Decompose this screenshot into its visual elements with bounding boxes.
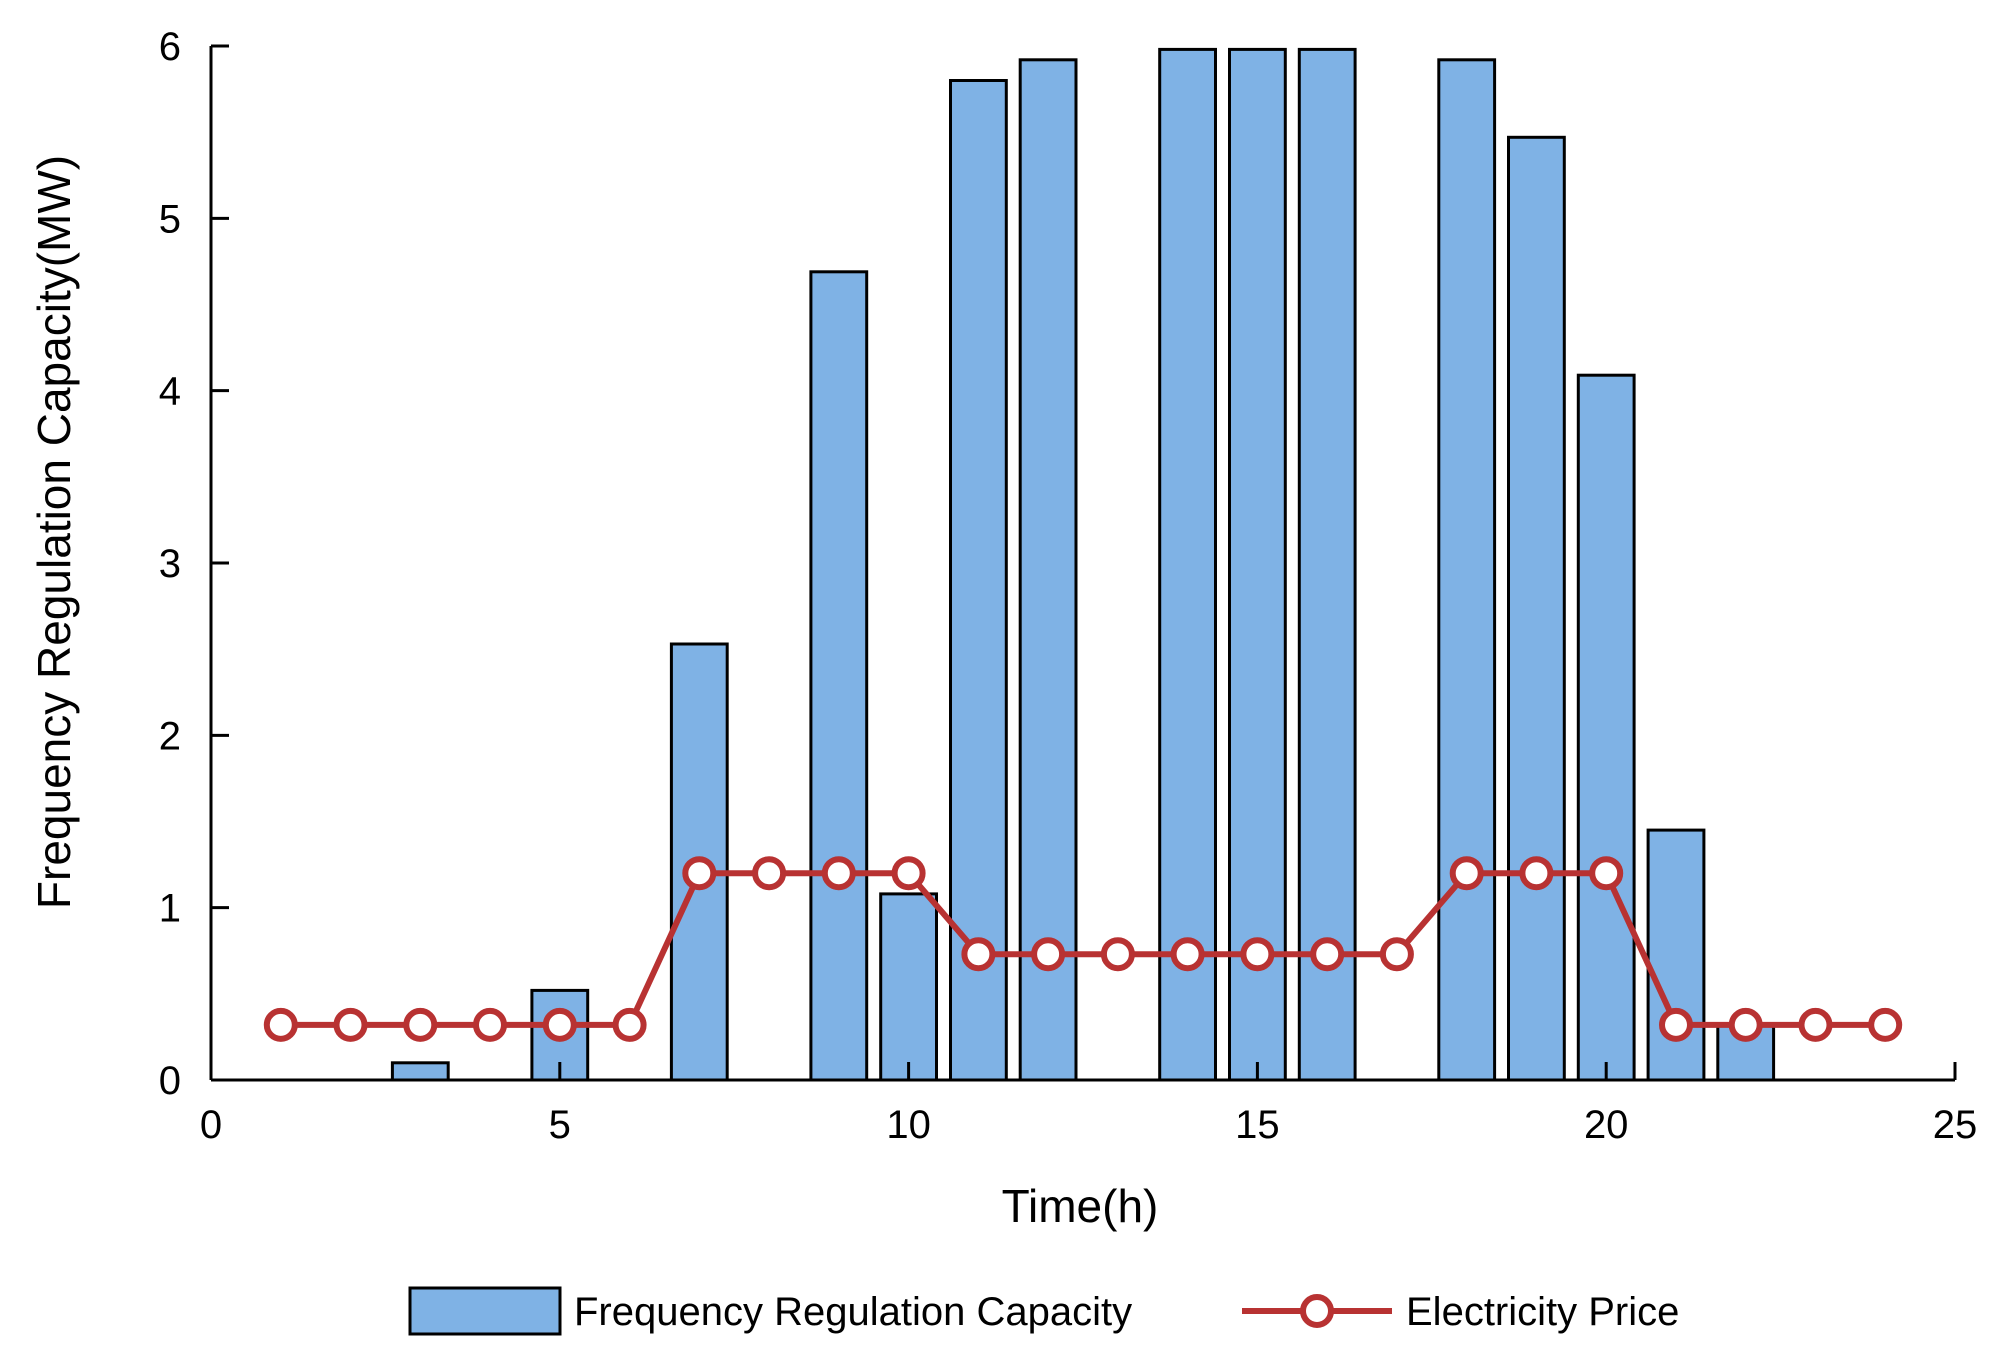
x-tick-label-20: 20	[1584, 1103, 1629, 1147]
price-point-t2	[333, 1007, 368, 1042]
price-point-t17	[1379, 937, 1414, 972]
legend-bar-swatch	[408, 1286, 562, 1336]
price-point-t19	[1519, 856, 1554, 891]
legend-label-capacity: Frequency Regulation Capacity	[574, 1290, 1132, 1334]
y-tick-label-2: 2	[159, 714, 181, 758]
legend: Frequency Regulation Capacity Electricit…	[408, 1286, 1679, 1336]
x-tick-label-0: 0	[200, 1103, 222, 1147]
price-point-t24	[1868, 1007, 1903, 1042]
x-tick-label-5: 5	[549, 1103, 571, 1147]
y-tick-label-0: 0	[159, 1059, 181, 1103]
tick-labels: 0 5 10 15 20 25 0 1 2 3 4 5 6	[159, 25, 1978, 1147]
price-point-t12	[1031, 937, 1066, 972]
bar-t21	[1646, 828, 1706, 1082]
y-tick-label-1: 1	[159, 887, 181, 931]
axes	[209, 44, 1957, 1082]
legend-line-marker	[1300, 1294, 1334, 1328]
price-point-t6	[612, 1007, 647, 1042]
price-point-t13	[1100, 937, 1135, 972]
price-point-t3	[403, 1007, 438, 1042]
bar-t19	[1507, 135, 1566, 1082]
price-point-t15	[1240, 937, 1275, 972]
price-point-t9	[821, 856, 856, 891]
price-point-t10	[891, 856, 926, 891]
x-axis-title: Time(h)	[1002, 1180, 1159, 1232]
y-tick-label-4: 4	[159, 370, 181, 414]
price-point-t21	[1659, 1007, 1693, 1042]
bar-t18	[1437, 58, 1497, 1082]
price-point-t5	[542, 1007, 577, 1042]
x-tick-label-10: 10	[886, 1103, 931, 1147]
y-tick-label-5: 5	[159, 197, 181, 241]
line-series	[263, 856, 1903, 1042]
x-tick-label-25: 25	[1933, 1103, 1978, 1147]
bar-t16	[1297, 47, 1357, 1082]
price-point-t11	[961, 937, 996, 972]
price-point-t14	[1170, 937, 1205, 972]
y-tick-label-3: 3	[159, 542, 181, 586]
price-line	[280, 870, 1886, 1028]
bar-t14	[1158, 47, 1217, 1082]
bar-t12	[1018, 58, 1078, 1082]
price-point-t7	[682, 856, 717, 891]
price-point-t4	[473, 1007, 507, 1042]
bar-t3	[390, 1061, 450, 1082]
price-point-t23	[1798, 1007, 1833, 1042]
price-point-t18	[1449, 856, 1484, 891]
bar-t15	[1228, 47, 1287, 1082]
y-axis-title: Frequency Regulation Capacity(MW)	[28, 155, 80, 909]
bar-t20	[1576, 373, 1636, 1082]
bar-t22	[1716, 1023, 1776, 1082]
price-point-t8	[752, 856, 787, 891]
bar-series	[390, 47, 1776, 1082]
price-point-t1	[263, 1007, 298, 1042]
price-point-t20	[1589, 856, 1624, 891]
legend-label-price: Electricity Price	[1406, 1290, 1679, 1334]
y-tick-label-6: 6	[159, 25, 181, 69]
bar-t10	[879, 892, 939, 1082]
bar-t9	[809, 270, 869, 1082]
price-point-t22	[1728, 1007, 1763, 1042]
x-tick-label-15: 15	[1235, 1103, 1280, 1147]
price-point-t16	[1310, 937, 1345, 972]
